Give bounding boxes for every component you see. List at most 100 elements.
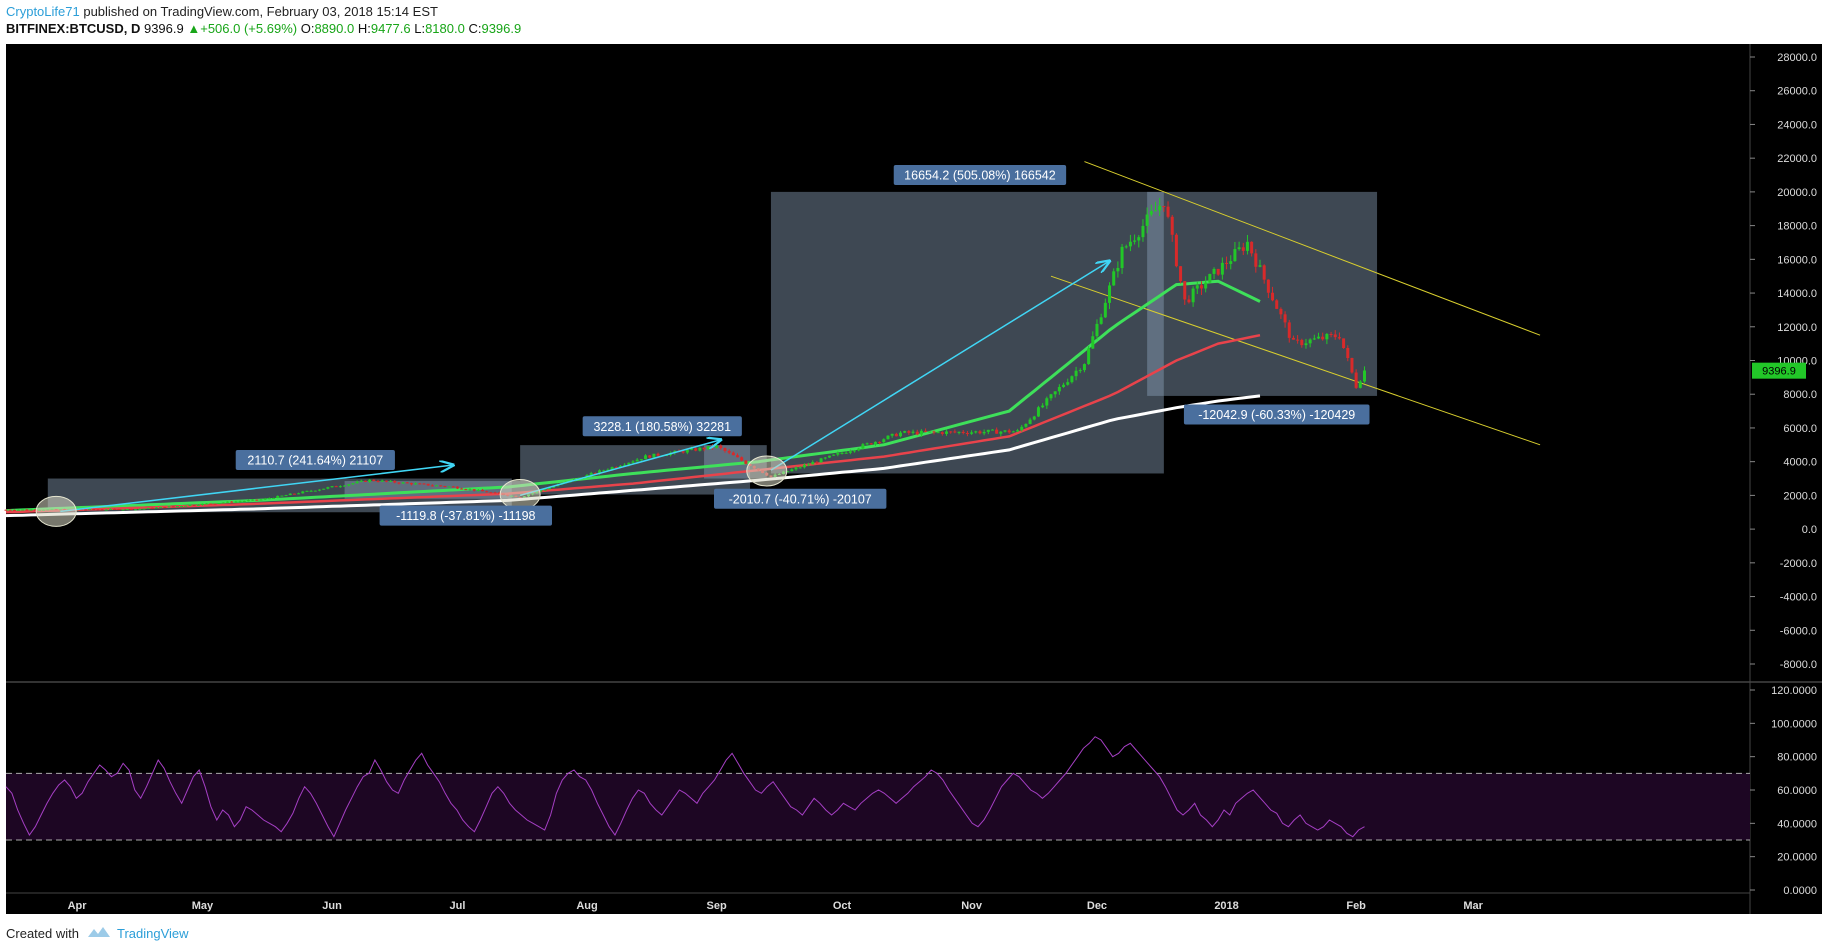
candle-body [418,483,422,485]
candle-body [593,472,597,474]
candle-body [652,453,656,458]
measure-label[interactable]: 16654.2 (505.08%) 166542 [893,165,1067,186]
author-link[interactable]: CryptoLife71 [6,4,80,19]
price-chart[interactable]: 2110.7 (241.64%) 21107 -1119.8 (-37.81%) … [0,0,1822,914]
close-value: 9396.9 [481,21,522,36]
measure-label[interactable]: -2010.7 (-40.71%) -20107 [714,488,887,509]
tradingview-logo-icon[interactable] [86,924,112,940]
candle-body [1245,241,1249,251]
candle-body [681,451,685,453]
candle-body [899,432,903,437]
candle-body [995,429,999,434]
candle-body [464,489,468,491]
measure-label[interactable]: 2110.7 (241.64%) 21107 [235,449,395,470]
candle-body [497,492,501,494]
moving-average-red[interactable] [5,333,1261,514]
candle-body [961,431,965,434]
candle-body [957,431,961,433]
candle-body [710,446,714,448]
trend-arrow[interactable] [770,261,1110,471]
candle-body [1011,431,1015,433]
candle-body [435,485,439,487]
candle-body [840,452,844,454]
measure-label[interactable]: -12042.9 (-60.33%) -120429 [1183,404,1370,425]
candle-body [1346,347,1350,359]
candle-body [1199,285,1203,289]
rsi-axis-label: 120.0000 [1771,685,1817,697]
candle-body [894,433,898,437]
price-axis-label: 8000.0 [1783,389,1817,401]
open-value: 8890.0 [314,21,355,36]
candle-body [1074,370,1078,377]
candle-body [848,451,852,453]
candle-body [1032,416,1036,420]
candle-body [104,509,108,511]
candle-body [334,486,338,488]
candle-body [1312,338,1316,340]
candle-body [1279,308,1283,315]
candle-body [234,501,238,503]
channel-line[interactable] [1084,161,1541,336]
created-with-text: Created with [6,926,79,941]
candle-body [618,465,622,468]
candle-body [1241,247,1245,251]
candle-body [1271,292,1275,301]
candle-body [639,459,643,461]
measure-box[interactable] [1163,191,1378,396]
candle-body [706,446,710,450]
trend-arrow[interactable] [60,465,453,513]
candle-body [1149,211,1153,215]
highlight-circle[interactable] [499,479,541,511]
candle-body [1333,334,1337,338]
price-axis-label: 26000.0 [1777,86,1817,98]
rsi-axis-label: 80.0000 [1777,752,1817,764]
candle-body [196,504,200,506]
measure-label-text: -12042.9 (-60.33%) -120429 [1198,408,1355,422]
candle-body [1337,337,1341,339]
highlight-circle[interactable] [35,495,77,527]
time-axis-label: Apr [68,900,88,912]
candle-body [255,499,259,501]
candle-body [230,501,234,503]
measure-box[interactable] [1147,191,1164,396]
candle-body [1095,323,1099,337]
tradingview-brand-link[interactable]: TradingView [117,926,189,941]
candle-body [614,467,618,469]
candle-body [744,460,748,464]
candle-body [953,431,957,433]
candle-body [936,432,940,434]
candle-body [460,488,464,490]
candle-body [886,435,890,440]
candle-body [1141,225,1145,238]
candle-body [1208,273,1212,283]
candle-body [1350,358,1354,373]
candle-body [819,458,823,463]
price-axis-label: 22000.0 [1777,153,1817,165]
candle-body [326,487,330,489]
moving-average-green[interactable] [5,279,1261,513]
candle-body [869,443,873,445]
candle-body [715,445,719,448]
time-axis-label: Aug [576,900,597,912]
trend-arrow[interactable] [519,440,721,497]
candle-body [890,433,894,436]
candle-body [1154,210,1157,212]
candle-body [305,490,309,492]
measure-label[interactable]: 3228.1 (180.58%) 32281 [582,416,742,437]
channel-line[interactable] [1050,275,1541,446]
candle-body [384,480,388,482]
rsi-line[interactable] [5,736,1365,838]
moving-average-white[interactable] [5,394,1261,518]
candle-body [631,461,635,463]
measure-box[interactable] [520,445,751,495]
candle-body [1045,398,1049,406]
high-value: 9477.6 [370,21,411,36]
candle-body [338,486,342,488]
measure-label-box [1183,404,1370,425]
rsi-axis-label: 60.0000 [1777,785,1817,797]
candle-body [121,509,125,511]
highlight-circle[interactable] [746,455,788,487]
candle-body [1133,240,1137,242]
candle-body [184,505,188,507]
measure-label[interactable]: -1119.8 (-37.81%) -11198 [379,505,552,526]
